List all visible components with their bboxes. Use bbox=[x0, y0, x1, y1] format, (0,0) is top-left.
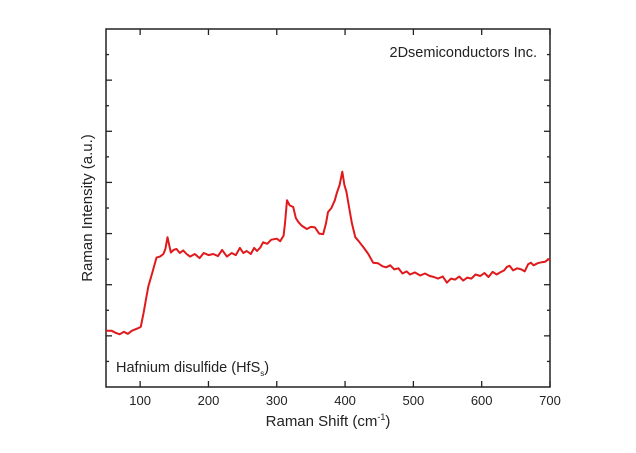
axis-ticks bbox=[106, 29, 551, 387]
x-tick-label: 400 bbox=[334, 393, 356, 408]
sample-annotation: Hafnium disulfide (HfSs) bbox=[116, 360, 269, 378]
x-tick-label: 500 bbox=[403, 393, 425, 408]
series-line-hfs2 bbox=[106, 170, 551, 336]
x-tick-label: 600 bbox=[471, 393, 493, 408]
y-axis-title: Raman Intensity (a.u.) bbox=[79, 134, 96, 282]
x-tick-labels: 100 200 300 400 500 600 700 bbox=[129, 393, 561, 408]
plot-frame bbox=[105, 28, 551, 388]
x-tick-label: 100 bbox=[129, 393, 151, 408]
x-tick-label: 200 bbox=[198, 393, 220, 408]
x-tick-label: 700 bbox=[539, 393, 561, 408]
x-axis-title: Raman Shift (cm-1) bbox=[266, 412, 391, 430]
x-tick-label: 300 bbox=[266, 393, 288, 408]
company-annotation: 2Dsemiconductors Inc. bbox=[390, 45, 537, 61]
